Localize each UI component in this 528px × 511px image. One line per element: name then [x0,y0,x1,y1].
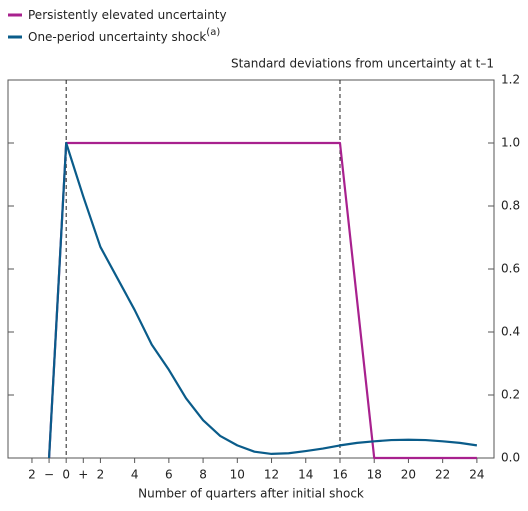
x-tick-label: 2 [97,468,105,482]
x-tick-label: 10 [230,468,245,482]
x-tick-label: + [78,468,88,482]
y-tick-label: 0.8 [501,199,520,213]
x-tick-label: − [44,468,54,482]
y-tick-label: 1.0 [501,136,520,150]
x-tick-label: 18 [367,468,382,482]
x-tick-label: 16 [332,468,347,482]
x-tick-label: 14 [298,468,313,482]
x-tick-label: 22 [435,468,450,482]
x-tick-label: 8 [199,468,207,482]
x-axis-label: Number of quarters after initial shock [138,487,364,501]
y-axis-label: Standard deviations from uncertainty at … [231,57,494,71]
y-tick-label: 0.0 [501,451,520,465]
y-tick-label: 0.2 [501,388,520,402]
x-tick-label: 6 [165,468,173,482]
legend-text: Persistently elevated uncertainty [28,8,227,22]
plot-frame [7,79,495,459]
x-tick-label: 4 [131,468,139,482]
x-tick-label: 20 [401,468,416,482]
series-line [47,141,478,459]
x-tick-label: 0 [62,468,70,482]
legend-note: (a) [206,27,220,38]
x-tick-label: 24 [469,468,484,482]
y-tick-label: 0.6 [501,262,520,276]
series-line [47,141,477,460]
legend-label: One-period uncertainty shock(a) [28,27,220,44]
y-tick-label: 0.4 [501,325,520,339]
y-tick-label: 1.2 [501,73,520,87]
x-tick-label: 2 [28,468,36,482]
legend-text: One-period uncertainty shock [28,30,206,44]
legend-label: Persistently elevated uncertainty [28,8,227,22]
x-tick-label: 12 [264,468,279,482]
